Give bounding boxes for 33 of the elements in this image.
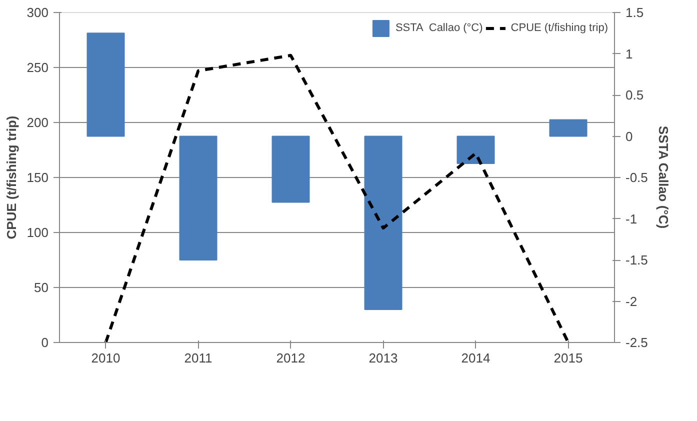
y2-tick-label: 0: [626, 128, 633, 144]
y-tick-label: 100: [26, 225, 49, 240]
x-tick-label: 2013: [368, 350, 398, 366]
y2-tick-label: -0.5: [626, 170, 648, 185]
y-axis-title: CPUE (t/fishing trip): [4, 116, 19, 240]
y2-tick-label: -2.5: [626, 335, 648, 350]
bar: [364, 136, 402, 310]
y-tick-label: 250: [26, 60, 49, 75]
bar: [86, 32, 125, 137]
x-tick-label: 2011: [184, 350, 212, 366]
bar: [179, 136, 218, 260]
y2-tick-label: 1.5: [626, 5, 644, 20]
y2-tick-label: 0.5: [626, 88, 644, 102]
x-tick-label: 2010: [91, 350, 120, 366]
legend-label: CPUE (t/fishing trip): [510, 22, 608, 34]
legend-label: SSTA Callao (°C): [395, 22, 483, 34]
y-tick-label: 150: [26, 170, 49, 185]
line-series: [104, 54, 570, 342]
x-tick-label: 2012: [276, 350, 306, 366]
y2-tick-label: 1: [626, 46, 633, 62]
y2-axis-title: SSTA Callao (°C): [656, 126, 671, 229]
y-tick-label: 0: [41, 335, 49, 350]
y-tick-label: 200: [26, 115, 49, 130]
y2-tick-label: -1.5: [626, 252, 648, 268]
y2-tick-label: -1: [626, 211, 638, 226]
bar: [549, 119, 588, 137]
y2-tick-label: -2: [626, 294, 638, 309]
bar: [456, 136, 495, 164]
y-tick-label: 50: [34, 280, 49, 295]
x-tick-label: 2014: [461, 350, 490, 366]
bar: [272, 136, 310, 203]
y-tick-label: 300: [26, 5, 49, 20]
x-tick-label: 2015: [554, 350, 583, 366]
